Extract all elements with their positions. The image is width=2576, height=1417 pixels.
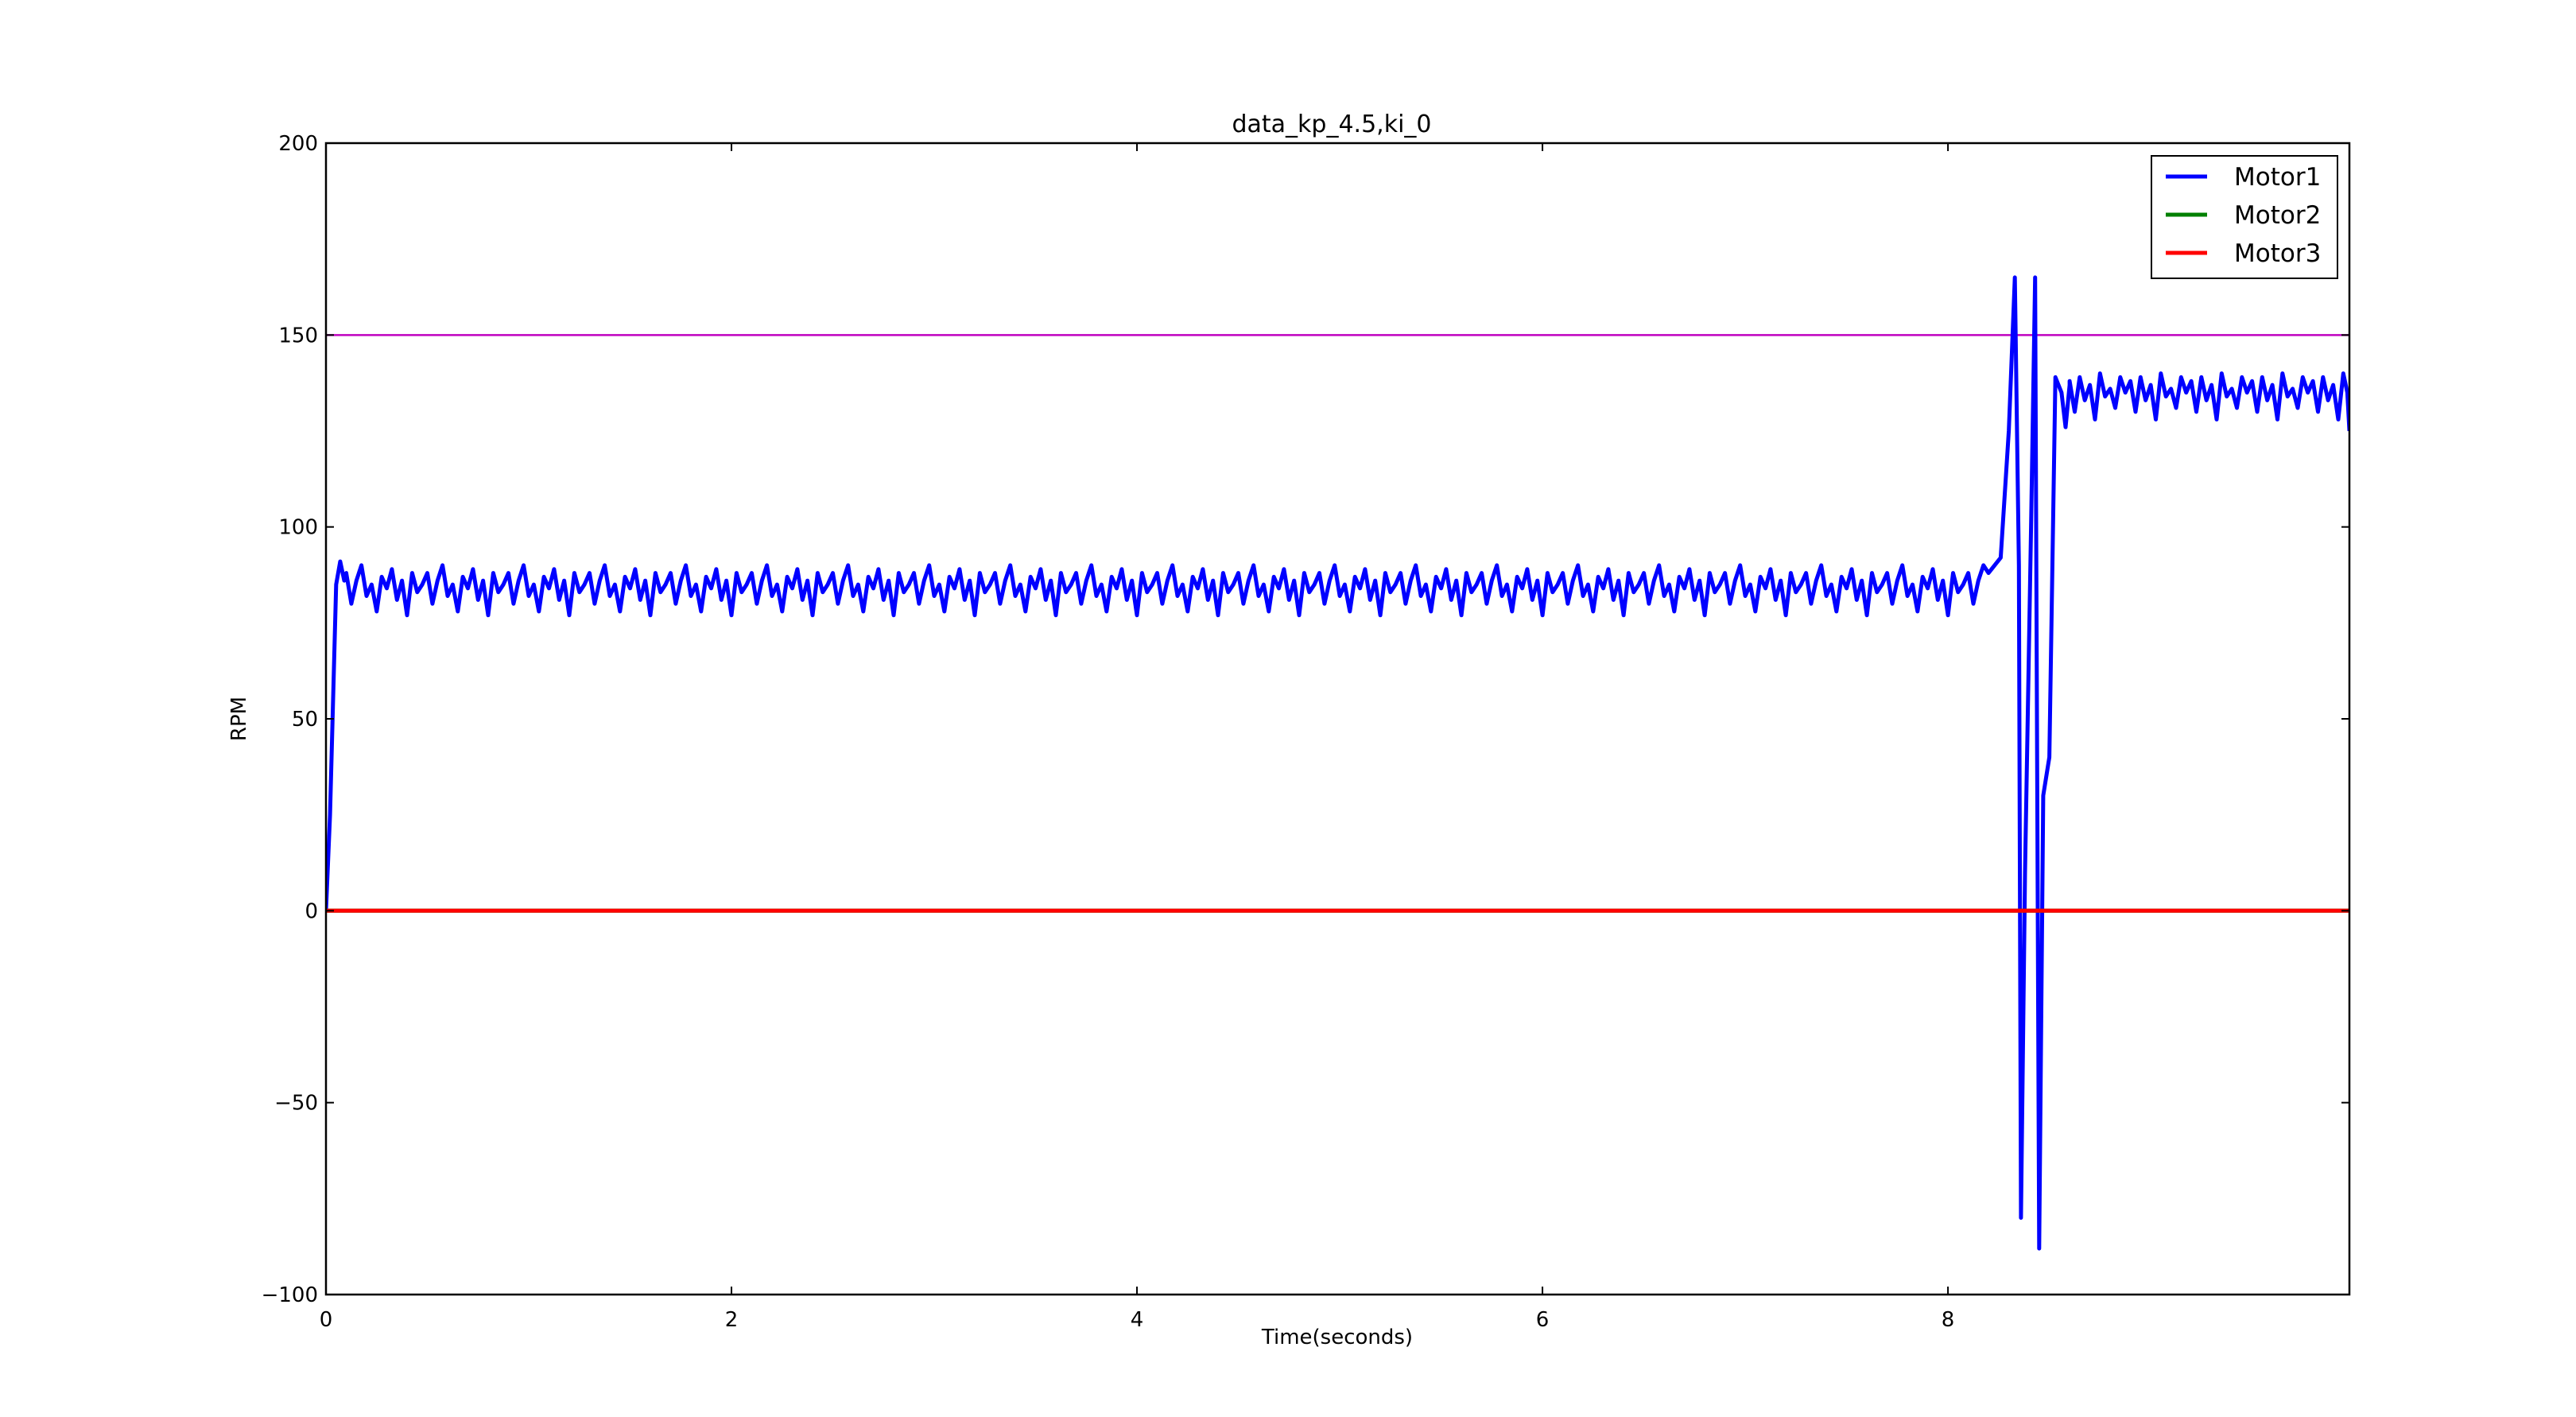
legend-label-motor2: Motor2	[2234, 201, 2321, 230]
x-tick-label: 4	[1131, 1308, 1144, 1332]
legend-label-motor3: Motor3	[2234, 239, 2321, 268]
x-tick-label: 0	[320, 1308, 333, 1332]
y-tick-label: −50	[274, 1092, 318, 1116]
x-tick-label: 2	[725, 1308, 739, 1332]
x-axis-label: Time(seconds)	[1261, 1326, 1413, 1349]
y-tick-label: −100	[262, 1283, 318, 1307]
y-axis-label: RPM	[227, 697, 251, 741]
y-tick-label: 0	[305, 899, 318, 923]
plot-area	[326, 143, 2349, 1295]
chart-title: data_kp_4.5,ki_0	[1232, 111, 1431, 138]
y-tick-label: 200	[278, 132, 318, 156]
x-tick-label: 6	[1536, 1308, 1550, 1332]
y-tick-label: 150	[278, 324, 318, 347]
legend-label-motor1: Motor1	[2234, 163, 2321, 192]
series-line-motor1	[326, 275, 2349, 1251]
x-tick-label: 8	[1942, 1308, 1955, 1332]
y-tick-label: 100	[278, 516, 318, 540]
legend: Motor1 Motor2 Motor3	[2151, 155, 2338, 279]
y-tick-label: 50	[292, 708, 318, 732]
